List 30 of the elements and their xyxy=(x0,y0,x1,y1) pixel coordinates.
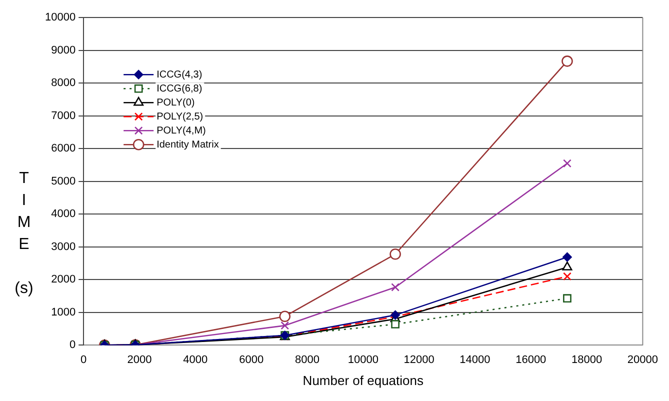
x-tick-label: 16000 xyxy=(516,354,546,366)
x-tick-label: 10000 xyxy=(348,354,378,366)
y-tick-label: 5000 xyxy=(51,175,76,188)
x-tick-label: 14000 xyxy=(460,354,490,366)
y-tick-label: 0 xyxy=(69,339,76,352)
y-tick-label: 1000 xyxy=(51,306,76,318)
y-tick-label: 9000 xyxy=(51,44,76,56)
y-tick-label: 10000 xyxy=(44,12,76,24)
y-tick-label: 7000 xyxy=(51,110,76,122)
legend-label: ICCG(6,8) xyxy=(156,83,202,94)
x-tick-label: 18000 xyxy=(571,354,602,366)
x-tick-label: 2000 xyxy=(127,354,152,366)
y-tick-label: 8000 xyxy=(51,77,76,90)
x-axis-title: Number of equations xyxy=(302,372,424,388)
x-tick-label: 4000 xyxy=(183,354,208,366)
legend-label: POLY(0) xyxy=(156,97,195,108)
x-tick-label: 6000 xyxy=(239,354,264,366)
legend-label: POLY(2,5) xyxy=(156,111,204,122)
text: TIME (s) xyxy=(14,170,34,297)
x-tick-label: 12000 xyxy=(404,354,434,366)
y-tick-label: 2000 xyxy=(51,274,76,286)
y-tick-label: 3000 xyxy=(51,240,76,253)
legend-label: Identity Matrix xyxy=(156,139,219,150)
y-tick-label: 4000 xyxy=(51,208,76,220)
legend-label: ICCG(4,3) xyxy=(156,69,202,80)
x-tick-label: 0 xyxy=(80,354,87,366)
x-tick-label: 8000 xyxy=(294,354,320,366)
y-tick-label: 6000 xyxy=(51,142,76,155)
legend-label: POLY(4,M) xyxy=(156,125,206,136)
x-tick-label: 20000 xyxy=(627,354,658,366)
